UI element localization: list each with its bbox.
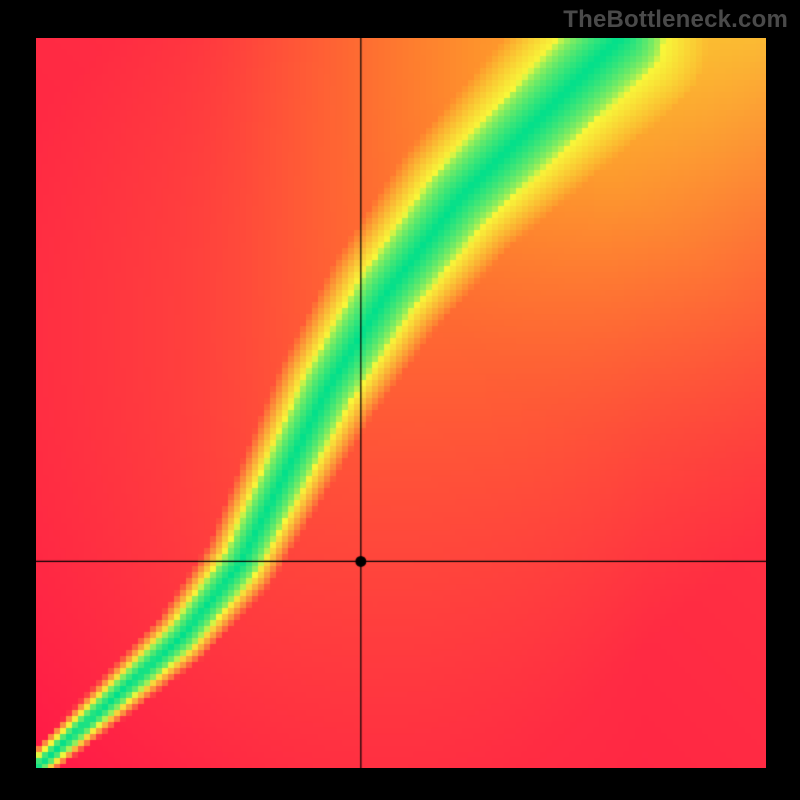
watermark-text: TheBottleneck.com — [563, 6, 788, 34]
bottleneck-heatmap — [36, 38, 766, 768]
